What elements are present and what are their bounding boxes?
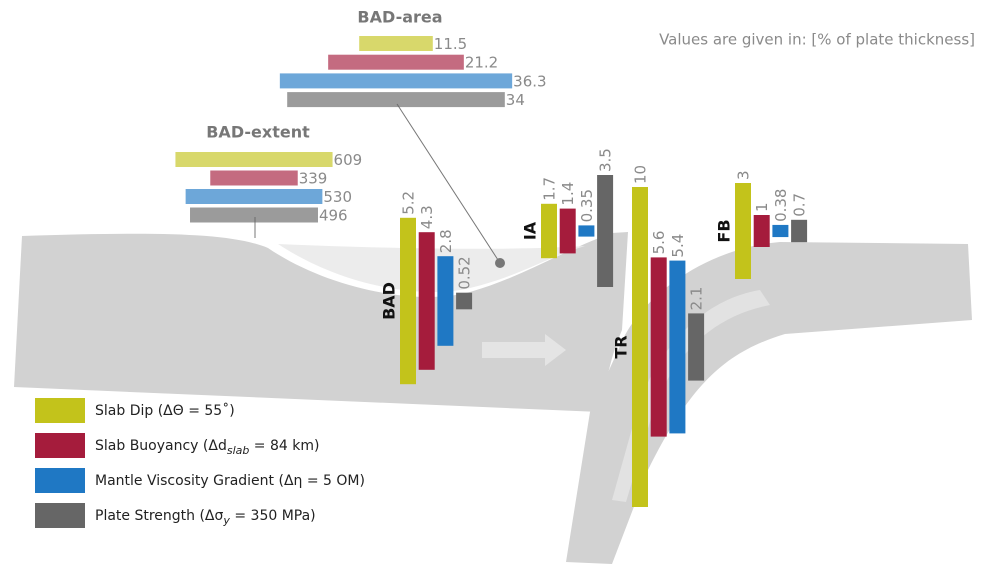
group-label: IA bbox=[521, 221, 540, 240]
bar bbox=[578, 225, 595, 237]
chart-title: BAD-area bbox=[357, 8, 442, 27]
value-label: 0.7 bbox=[791, 193, 809, 217]
legend-text: Mantle Viscosity Gradient (Δη = 5 OM) bbox=[95, 473, 365, 489]
bar bbox=[753, 215, 770, 247]
legend-text-end: = 84 km) bbox=[249, 438, 319, 454]
value-label: 496 bbox=[319, 207, 348, 225]
bar bbox=[210, 170, 298, 186]
value-label: 3 bbox=[735, 170, 753, 180]
group-label: TR bbox=[612, 335, 631, 358]
bar bbox=[669, 260, 686, 434]
legend-label: Slab Dip (ΔΘ = 55˚) bbox=[95, 402, 235, 419]
legend-text: Plate Strength (Δσ bbox=[95, 508, 224, 524]
bar bbox=[541, 203, 557, 259]
charts: BAD-area 11.521.2 36.334 BAD-extent 609 33953… bbox=[175, 8, 809, 507]
bar bbox=[359, 36, 433, 51]
bar bbox=[597, 175, 614, 287]
value-label: 2.8 bbox=[437, 229, 455, 253]
value-label: 0.38 bbox=[772, 189, 790, 222]
value-label: 339 bbox=[299, 170, 328, 188]
legend-label: Mantle Viscosity Gradient (Δη = 5 OM) bbox=[95, 473, 365, 489]
bar bbox=[437, 256, 454, 346]
value-label: 0.35 bbox=[578, 189, 596, 222]
legend: Slab Dip (ΔΘ = 55˚) Slab Buoyancy (Δdslab… bbox=[35, 398, 365, 528]
legend-text-end: = 350 MPa) bbox=[230, 508, 316, 524]
legend-swatch bbox=[35, 503, 85, 528]
value-label: 609 bbox=[334, 151, 363, 169]
value-label: 11.5 bbox=[434, 35, 467, 53]
bar bbox=[650, 257, 667, 437]
value-label: 3.5 bbox=[597, 148, 615, 172]
value-label: 530 bbox=[323, 188, 352, 206]
bar bbox=[279, 73, 513, 89]
legend-swatch bbox=[35, 433, 85, 458]
value-label: 5.4 bbox=[669, 234, 687, 258]
group-label: FB bbox=[715, 219, 734, 242]
bar bbox=[632, 187, 648, 507]
bar bbox=[400, 217, 416, 385]
subtitle: Values are given in: [% of plate thickne… bbox=[659, 31, 975, 49]
legend-text: Slab Buoyancy (Δd bbox=[95, 438, 227, 454]
bar bbox=[688, 313, 705, 381]
legend-subscript: y bbox=[222, 514, 230, 527]
bar bbox=[185, 189, 323, 204]
value-label: 21.2 bbox=[465, 54, 498, 72]
bar bbox=[772, 224, 789, 238]
value-label: 10 bbox=[632, 165, 650, 184]
bar bbox=[287, 92, 505, 108]
value-label: 1.4 bbox=[559, 182, 577, 206]
group-label: BAD bbox=[380, 282, 399, 320]
value-label: 5.2 bbox=[400, 191, 418, 215]
legend-swatch bbox=[35, 398, 85, 423]
legend-text: Slab Dip (ΔΘ = 55˚) bbox=[95, 402, 235, 419]
bar bbox=[456, 292, 473, 310]
value-label: 1.7 bbox=[541, 177, 559, 201]
value-label: 34 bbox=[506, 91, 525, 109]
chart-title: BAD-extent bbox=[206, 123, 310, 142]
legend-label: Plate Strength (Δσy = 350 MPa) bbox=[95, 508, 316, 527]
bar bbox=[791, 219, 808, 243]
bar bbox=[175, 152, 333, 167]
legend-swatch bbox=[35, 468, 85, 493]
bar bbox=[328, 54, 464, 70]
value-label: 4.3 bbox=[418, 205, 436, 229]
bar bbox=[418, 232, 435, 370]
plate-background bbox=[14, 103, 972, 564]
bar bbox=[735, 183, 751, 279]
value-label: 2.1 bbox=[688, 287, 706, 311]
legend-subscript: slab bbox=[227, 444, 250, 457]
value-label: 1 bbox=[753, 202, 771, 212]
bar bbox=[559, 208, 576, 254]
bar bbox=[190, 207, 318, 223]
legend-label: Slab Buoyancy (Δdslab = 84 km) bbox=[95, 438, 319, 457]
value-label: 0.52 bbox=[456, 256, 474, 289]
value-label: 5.6 bbox=[650, 231, 668, 255]
value-label: 36.3 bbox=[513, 72, 546, 90]
